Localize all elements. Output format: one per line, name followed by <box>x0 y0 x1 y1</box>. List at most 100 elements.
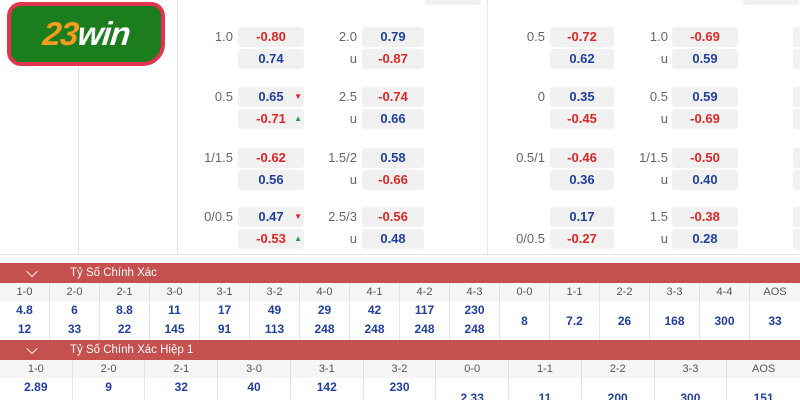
score-odds-4-3[interactable]: 230 248 <box>450 301 500 340</box>
score-odds-3-3[interactable]: 300 <box>655 378 728 400</box>
odds-value-box[interactable]: 0.66 <box>362 109 424 129</box>
score-odds-2-0[interactable]: 9 <box>73 378 146 400</box>
odds-box-cutoff[interactable] <box>793 207 800 227</box>
odds-value[interactable]: 91 <box>217 322 232 336</box>
odds-value-box[interactable]: -0.53 ▲ <box>238 229 304 249</box>
score-odds-AOS[interactable]: 151 <box>727 378 800 400</box>
odds-box-cutoff[interactable]: 3.70 <box>425 0 481 5</box>
odds-box-cutoff[interactable] <box>793 229 800 249</box>
odds-box-cutoff[interactable]: 1.90 <box>743 0 799 5</box>
odds-value-box[interactable]: -0.69 <box>672 109 738 129</box>
logo-23win[interactable]: 23win <box>7 2 165 66</box>
score-odds-2-2[interactable]: 200 <box>582 378 655 400</box>
odds-box-cutoff[interactable] <box>793 27 800 47</box>
odds-value-box[interactable]: -0.38 <box>672 207 738 227</box>
score-odds-0-0[interactable]: 2.33 <box>436 378 510 400</box>
odds-value[interactable]: 151 <box>753 391 774 400</box>
score-odds-3-1[interactable]: 142 <box>291 378 364 400</box>
odds-value-box[interactable]: -0.69 <box>672 27 738 47</box>
score-odds-2-1[interactable]: 32 <box>145 378 219 400</box>
odds-value[interactable]: 42 <box>367 303 382 317</box>
score-odds-1-0[interactable]: 4.8 12 <box>0 301 50 340</box>
score-odds-4-2[interactable]: 117 248 <box>400 301 450 340</box>
odds-value[interactable]: 29 <box>317 303 332 317</box>
odds-value[interactable]: 32 <box>174 380 188 394</box>
odds-value-box[interactable]: -0.46 <box>550 148 614 168</box>
score-odds-1-0[interactable]: 2.89 <box>0 378 73 400</box>
odds-value-box[interactable]: 0.58 <box>362 148 424 168</box>
odds-value[interactable]: 33 <box>67 322 82 336</box>
odds-value-box[interactable]: -0.72 <box>550 27 614 47</box>
odds-value[interactable]: 117 <box>414 303 435 317</box>
odds-box-cutoff[interactable] <box>793 87 800 107</box>
score-odds-1-1[interactable]: 7.2 <box>550 301 600 340</box>
odds-value[interactable]: 142 <box>316 380 337 394</box>
score-odds-3-0[interactable]: 11 145 <box>150 301 200 340</box>
odds-value[interactable]: 49 <box>267 303 282 317</box>
score-odds-3-2[interactable]: 230 <box>364 378 437 400</box>
odds-value-box[interactable]: 0.79 <box>362 27 424 47</box>
odds-value-box[interactable]: 0.59 <box>672 49 738 69</box>
score-odds-4-0[interactable]: 29 248 <box>300 301 350 340</box>
odds-value[interactable]: 12 <box>17 322 32 336</box>
odds-value[interactable]: 8.8 <box>116 303 133 317</box>
odds-value-box[interactable]: 0.59 <box>672 87 738 107</box>
odds-value[interactable]: 230 <box>464 303 485 317</box>
score-odds-2-1[interactable]: 8.8 22 <box>100 301 150 340</box>
odds-value-box[interactable]: -0.71 ▲ <box>238 109 304 129</box>
odds-value[interactable]: 26 <box>617 313 632 328</box>
odds-value[interactable]: 17 <box>217 303 232 317</box>
score-odds-0-0[interactable]: 8 <box>500 301 550 340</box>
odds-value[interactable]: 230 <box>389 380 410 394</box>
odds-value[interactable]: 248 <box>314 322 335 336</box>
odds-value-box[interactable]: 0.28 <box>672 229 738 249</box>
odds-value[interactable]: 8 <box>521 313 528 328</box>
odds-value-box[interactable]: -0.27 <box>550 229 614 249</box>
odds-value-box[interactable]: 0.36 <box>550 170 614 190</box>
odds-value[interactable]: 113 <box>264 322 285 336</box>
odds-value[interactable]: 6 <box>71 303 78 317</box>
odds-value[interactable]: 9 <box>105 380 112 394</box>
score-odds-2-0[interactable]: 6 33 <box>50 301 100 340</box>
score-odds-3-1[interactable]: 17 91 <box>200 301 250 340</box>
odds-value[interactable]: 200 <box>607 391 628 400</box>
score-odds-4-4[interactable]: 300 <box>700 301 750 340</box>
odds-value[interactable]: 248 <box>364 322 385 336</box>
odds-value[interactable]: 168 <box>664 313 685 328</box>
odds-value-box[interactable]: -0.80 <box>238 27 304 47</box>
odds-value[interactable]: 11 <box>538 391 552 400</box>
odds-value-box[interactable]: 0.47 ▼ <box>238 207 304 227</box>
score-odds-1-1[interactable]: 11 <box>509 378 582 400</box>
score-odds-4-1[interactable]: 42 248 <box>350 301 400 340</box>
odds-box-cutoff[interactable] <box>793 170 800 190</box>
score-odds-3-0[interactable]: 40 <box>218 378 291 400</box>
odds-value[interactable]: 11 <box>168 303 181 317</box>
odds-value-box[interactable]: 0.56 <box>238 170 304 190</box>
odds-value-box[interactable]: 0.74 <box>238 49 304 69</box>
odds-value[interactable]: 248 <box>464 322 485 336</box>
score-odds-3-3[interactable]: 168 <box>650 301 700 340</box>
odds-value-box[interactable]: -0.74 <box>362 87 424 107</box>
odds-value[interactable]: 300 <box>714 313 735 328</box>
odds-value[interactable]: 248 <box>414 322 435 336</box>
odds-value-box[interactable]: -0.56 <box>362 207 424 227</box>
odds-value[interactable]: 22 <box>117 322 132 336</box>
odds-value-box[interactable]: -0.45 <box>550 109 614 129</box>
odds-box-cutoff[interactable] <box>793 49 800 69</box>
score-odds-AOS[interactable]: 33 <box>750 301 800 340</box>
odds-value-box[interactable]: -0.62 <box>238 148 304 168</box>
odds-value-box[interactable]: -0.50 <box>672 148 738 168</box>
score-odds-2-2[interactable]: 26 <box>600 301 650 340</box>
odds-value[interactable]: 2.33 <box>460 391 484 400</box>
odds-value-box[interactable]: 0.40 <box>672 170 738 190</box>
odds-value[interactable]: 300 <box>680 391 701 400</box>
odds-value[interactable]: 145 <box>164 322 185 336</box>
odds-value[interactable]: 40 <box>247 380 261 394</box>
odds-value-box[interactable]: 0.48 <box>362 229 424 249</box>
odds-value[interactable]: 33 <box>768 313 782 328</box>
odds-box-cutoff[interactable] <box>793 148 800 168</box>
odds-value[interactable]: 2.89 <box>24 380 48 394</box>
odds-value-box[interactable]: 0.17 <box>550 207 614 227</box>
score-odds-3-2[interactable]: 49 113 <box>250 301 300 340</box>
odds-value[interactable]: 7.2 <box>566 313 583 328</box>
